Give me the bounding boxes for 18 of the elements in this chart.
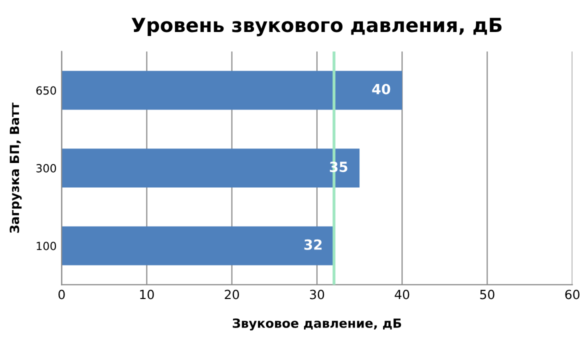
x-tick-label: 0 — [58, 290, 65, 300]
y-tick-label: 100 — [36, 242, 56, 250]
bar — [62, 226, 334, 266]
x-tick-label: 60 — [565, 290, 580, 300]
y-tick-label: 300 — [36, 164, 56, 172]
x-tick-label: 50 — [480, 290, 494, 300]
y-axis-title: Загрузка БП, Ватт — [10, 102, 22, 233]
x-tick-label: 40 — [394, 290, 410, 300]
data-label: 32 — [304, 239, 322, 250]
bar — [62, 70, 402, 110]
x-tick-label: 20 — [224, 290, 239, 300]
y-tick-label: 650 — [36, 86, 56, 95]
x-tick-label: 10 — [140, 290, 154, 300]
bar — [62, 148, 360, 188]
data-label: 40 — [372, 84, 390, 94]
chart-title: Уровень звукового давления, дБ — [132, 18, 502, 36]
x-tick-label: 30 — [310, 290, 324, 300]
x-axis-title: Звуковое давление, дБ — [232, 318, 402, 330]
